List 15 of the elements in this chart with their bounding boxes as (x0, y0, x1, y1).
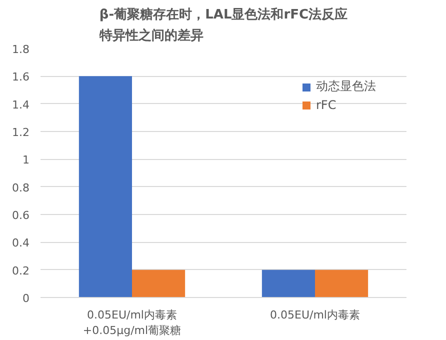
y-tick-label: 0.2 (12, 264, 30, 278)
y-tick-label: 1.4 (12, 98, 30, 112)
y-tick-label: 1.2 (12, 126, 30, 139)
y-tick-label: 0.8 (12, 181, 30, 194)
y-tick-label: 1.6 (12, 70, 30, 84)
x-tick-label: 0.05EU/ml内毒素 +0.05μg/ml葡聚糖 (82, 308, 182, 338)
y-tick-label: 0 (22, 292, 30, 305)
x-tick-label: 0.05EU/ml内毒素 (270, 308, 360, 322)
y-tick-label: 1.8 (12, 43, 30, 56)
y-tick-label: 0.6 (12, 209, 30, 222)
y-tick-label: 1 (22, 154, 30, 167)
y-tick-label: 0.4 (12, 236, 30, 250)
chart-title: β-葡聚糖存在时，LAL显色法和rFC法反应特异性之间的差异 (98, 6, 348, 44)
legend-label: rFC (316, 98, 336, 112)
legend-label: 动态显色法 (316, 78, 376, 95)
